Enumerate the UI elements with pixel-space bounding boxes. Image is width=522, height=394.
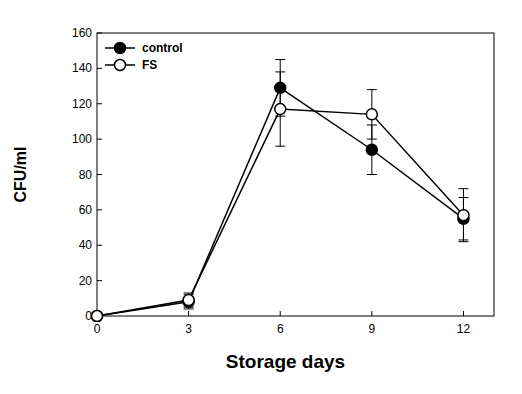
plot-frame <box>97 33 494 316</box>
y-tick <box>97 280 102 281</box>
x-tick-label: 0 <box>94 322 101 336</box>
x-tick-label: 9 <box>369 322 376 336</box>
x-tick-label: 12 <box>457 322 471 336</box>
y-tick <box>97 209 102 210</box>
y-tick-label: 100 <box>72 132 92 146</box>
x-tick <box>188 311 189 316</box>
error-bar <box>184 293 194 307</box>
error-bar <box>367 90 377 140</box>
data-point <box>275 82 286 93</box>
y-tick-label: 140 <box>72 61 92 75</box>
y-tick-label: 120 <box>72 97 92 111</box>
data-point <box>92 311 103 322</box>
y-tick <box>97 174 102 175</box>
y-tick <box>97 139 102 140</box>
x-tick <box>463 311 464 316</box>
error-bar <box>184 295 194 309</box>
data-point <box>366 109 377 120</box>
data-point <box>183 295 194 306</box>
legend-marker <box>115 60 126 71</box>
data-point <box>366 144 377 155</box>
x-tick <box>280 311 281 316</box>
error-bar <box>275 72 285 146</box>
data-point <box>458 210 469 221</box>
data-point <box>275 104 286 115</box>
y-tick-label: 40 <box>79 238 93 252</box>
y-tick-label: 20 <box>79 274 93 288</box>
y-tick <box>97 68 102 69</box>
y-axis-label: CFU/ml <box>12 147 29 203</box>
y-tick <box>97 245 102 246</box>
y-tick <box>97 103 102 104</box>
legend-label: FS <box>142 58 157 72</box>
legend-marker <box>115 43 126 54</box>
plot-area <box>92 60 469 322</box>
y-tick-label: 160 <box>72 26 92 40</box>
x-tick-label: 6 <box>277 322 284 336</box>
legend-label: control <box>142 41 183 55</box>
data-point <box>92 311 103 322</box>
error-bar <box>458 189 468 242</box>
legend: control FS <box>105 41 183 72</box>
y-tick-label: 80 <box>79 168 93 182</box>
y-tick <box>97 33 102 34</box>
y-tick-label: 60 <box>79 203 93 217</box>
x-tick-label: 3 <box>185 322 192 336</box>
error-bar <box>275 60 285 117</box>
chart: 020406080100120140160036912Storage daysC… <box>0 0 522 394</box>
x-axis-label: Storage days <box>226 351 345 372</box>
x-tick <box>371 311 372 316</box>
